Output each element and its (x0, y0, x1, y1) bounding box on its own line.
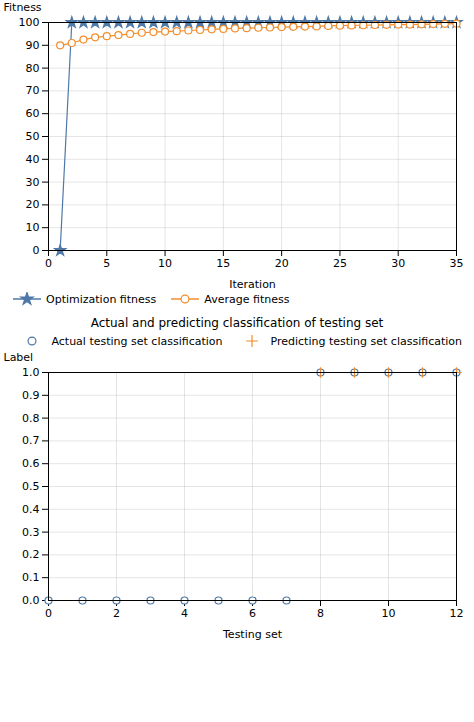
svg-text:35: 35 (450, 257, 464, 270)
svg-text:8: 8 (317, 607, 324, 620)
svg-text:0: 0 (45, 257, 52, 270)
svg-text:0.9: 0.9 (22, 389, 40, 402)
svg-text:60: 60 (26, 107, 40, 120)
svg-text:15: 15 (216, 257, 230, 270)
svg-text:0.1: 0.1 (22, 571, 40, 584)
svg-text:5: 5 (103, 257, 110, 270)
svg-text:Label: Label (4, 351, 34, 364)
html-text:Average fitness: Average fitness (204, 292, 290, 306)
svg-text:80: 80 (26, 62, 40, 75)
svg-text:20: 20 (26, 198, 40, 211)
svg-text:0.3: 0.3 (22, 526, 40, 539)
svg-text:0.5: 0.5 (22, 480, 40, 493)
svg-text:Testing set: Testing set (222, 628, 283, 641)
svg-text:0: 0 (33, 244, 40, 257)
svg-text:90: 90 (26, 39, 40, 52)
svg-text:30: 30 (391, 257, 405, 270)
svg-text:0.0: 0.0 (22, 594, 40, 607)
html-text:Actual testing set classificat: Actual testing set classification (51, 334, 223, 348)
svg-text:100: 100 (19, 16, 40, 29)
svg-text:12: 12 (450, 607, 464, 620)
svg-text:70: 70 (26, 84, 40, 97)
html-text:Actual and predicting classifi: Actual and predicting classification of … (90, 316, 384, 330)
svg-text:30: 30 (26, 176, 40, 189)
svg-text:6: 6 (249, 607, 256, 620)
svg-text:0.8: 0.8 (22, 412, 40, 425)
svg-text:1.0: 1.0 (22, 366, 40, 379)
svg-text:0.7: 0.7 (22, 434, 40, 447)
svg-text:20: 20 (275, 257, 289, 270)
svg-text:10: 10 (382, 607, 396, 620)
svg-text:0.6: 0.6 (22, 457, 40, 470)
svg-text:4: 4 (181, 607, 188, 620)
html-text:Predicting testing set classif: Predicting testing set classification (270, 334, 462, 348)
html-text:Optimization fitness: Optimization fitness (46, 292, 157, 306)
svg-text:25: 25 (333, 257, 347, 270)
svg-text:50: 50 (26, 130, 40, 143)
svg-text:10: 10 (158, 257, 172, 270)
svg-text:0.2: 0.2 (22, 548, 40, 561)
svg-text:2: 2 (113, 607, 120, 620)
svg-text:40: 40 (26, 153, 40, 166)
svg-text:Fitness: Fitness (4, 1, 42, 14)
svg-text:10: 10 (26, 221, 40, 234)
svg-text:0.4: 0.4 (22, 503, 40, 516)
svg-text:Iteration: Iteration (229, 278, 276, 291)
svg-text:0: 0 (45, 607, 52, 620)
